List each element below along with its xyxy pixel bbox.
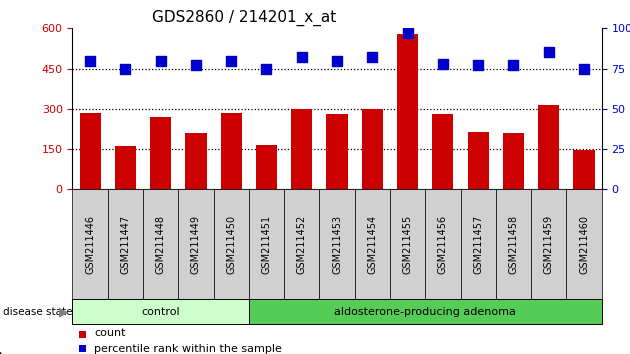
Point <box>367 55 377 60</box>
Text: GSM211458: GSM211458 <box>508 215 518 274</box>
Text: GSM211459: GSM211459 <box>544 215 554 274</box>
Text: GSM211454: GSM211454 <box>367 215 377 274</box>
Bar <box>531 189 566 299</box>
Text: control: control <box>141 307 180 316</box>
Text: GDS2860 / 214201_x_at: GDS2860 / 214201_x_at <box>152 9 336 25</box>
Bar <box>256 145 277 189</box>
Text: ▶: ▶ <box>59 305 68 318</box>
Text: GSM211453: GSM211453 <box>332 215 342 274</box>
Bar <box>566 189 602 299</box>
Point <box>191 63 201 68</box>
Bar <box>390 189 425 299</box>
Bar <box>214 189 249 299</box>
Bar <box>249 299 602 324</box>
Point <box>156 58 166 63</box>
Bar <box>467 132 489 189</box>
Point <box>508 63 518 68</box>
Bar <box>185 133 207 189</box>
Bar <box>178 189 214 299</box>
Point <box>261 66 272 72</box>
Bar <box>362 109 383 189</box>
Bar <box>461 189 496 299</box>
Text: disease state: disease state <box>3 307 72 316</box>
Text: GSM211447: GSM211447 <box>120 215 130 274</box>
Text: aldosterone-producing adenoma: aldosterone-producing adenoma <box>335 307 516 316</box>
Bar <box>150 117 171 189</box>
Bar <box>284 189 319 299</box>
Point <box>120 66 130 72</box>
Point <box>297 55 307 60</box>
Bar <box>143 189 178 299</box>
Text: GSM211457: GSM211457 <box>473 215 483 274</box>
Bar <box>249 189 284 299</box>
Point <box>332 58 342 63</box>
Bar <box>425 189 461 299</box>
Bar <box>326 114 348 189</box>
Bar <box>432 114 454 189</box>
Text: GSM211449: GSM211449 <box>191 215 201 274</box>
Bar <box>538 105 559 189</box>
Bar <box>503 133 524 189</box>
Point <box>473 63 483 68</box>
Bar <box>319 189 355 299</box>
Text: GSM211460: GSM211460 <box>579 215 589 274</box>
Text: GSM211452: GSM211452 <box>297 215 307 274</box>
Point <box>403 30 413 36</box>
Text: GSM211456: GSM211456 <box>438 215 448 274</box>
Bar <box>220 113 242 189</box>
Bar <box>79 113 101 189</box>
Bar <box>72 299 249 324</box>
Text: GSM211451: GSM211451 <box>261 215 272 274</box>
Point <box>438 61 448 67</box>
Bar <box>496 189 531 299</box>
Point <box>85 58 95 63</box>
Bar <box>573 150 595 189</box>
Bar <box>108 189 143 299</box>
Text: GSM211455: GSM211455 <box>403 215 413 274</box>
Text: GSM211448: GSM211448 <box>156 215 166 274</box>
Point <box>226 58 236 63</box>
Bar <box>291 109 312 189</box>
Text: percentile rank within the sample: percentile rank within the sample <box>94 344 282 354</box>
Bar <box>115 147 136 189</box>
Bar <box>397 34 418 189</box>
Text: GSM211446: GSM211446 <box>85 215 95 274</box>
Text: GSM211450: GSM211450 <box>226 215 236 274</box>
Point <box>544 50 554 55</box>
Text: count: count <box>94 328 126 338</box>
Point <box>579 66 589 72</box>
Bar <box>355 189 390 299</box>
Bar <box>72 189 108 299</box>
